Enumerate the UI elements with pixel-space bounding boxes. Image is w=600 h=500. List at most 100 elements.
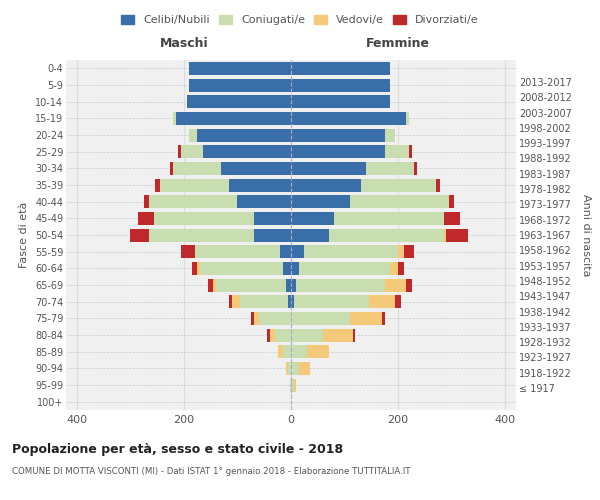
Bar bbox=[385, 145, 409, 158]
Bar bbox=[286, 278, 291, 291]
Bar bbox=[414, 162, 417, 175]
Bar bbox=[259, 312, 291, 325]
Bar bbox=[229, 178, 291, 192]
Bar bbox=[173, 162, 221, 175]
Bar bbox=[350, 195, 449, 208]
Bar bbox=[436, 178, 440, 192]
Bar bbox=[221, 162, 291, 175]
Bar bbox=[203, 145, 291, 158]
Bar bbox=[283, 345, 291, 358]
Bar bbox=[368, 295, 395, 308]
Bar bbox=[366, 162, 414, 175]
Bar bbox=[361, 178, 436, 192]
Bar bbox=[267, 328, 269, 342]
Bar bbox=[291, 345, 307, 358]
Bar bbox=[304, 245, 398, 258]
Bar bbox=[291, 112, 406, 125]
Bar bbox=[291, 228, 329, 241]
Bar bbox=[449, 195, 454, 208]
Bar bbox=[385, 278, 406, 291]
Bar bbox=[229, 295, 232, 308]
Bar bbox=[192, 262, 197, 275]
Bar bbox=[194, 245, 280, 258]
Bar bbox=[173, 112, 176, 125]
Bar bbox=[200, 262, 283, 275]
Bar bbox=[280, 245, 291, 258]
Bar bbox=[179, 145, 181, 158]
Bar bbox=[307, 345, 329, 358]
Bar bbox=[189, 78, 291, 92]
Bar bbox=[291, 195, 350, 208]
Bar bbox=[240, 295, 289, 308]
Bar bbox=[176, 112, 291, 125]
Bar bbox=[334, 212, 443, 225]
Bar bbox=[291, 295, 293, 308]
Bar bbox=[323, 328, 353, 342]
Bar bbox=[382, 312, 385, 325]
Bar bbox=[197, 128, 291, 141]
Bar bbox=[291, 328, 323, 342]
Bar bbox=[289, 362, 291, 375]
Bar bbox=[293, 295, 368, 308]
Bar bbox=[353, 328, 355, 342]
Bar bbox=[254, 212, 291, 225]
Bar bbox=[149, 195, 238, 208]
Bar bbox=[406, 112, 409, 125]
Bar bbox=[291, 245, 304, 258]
Bar bbox=[293, 378, 296, 392]
Bar bbox=[291, 95, 390, 108]
Bar bbox=[189, 62, 291, 75]
Text: Femmine: Femmine bbox=[366, 37, 430, 50]
Bar bbox=[385, 128, 395, 141]
Bar bbox=[197, 262, 200, 275]
Bar bbox=[291, 212, 334, 225]
Bar bbox=[291, 145, 385, 158]
Bar bbox=[291, 62, 390, 75]
Bar bbox=[443, 228, 446, 241]
Bar bbox=[286, 362, 289, 375]
Bar bbox=[275, 328, 291, 342]
Text: Popolazione per età, sesso e stato civile - 2018: Popolazione per età, sesso e stato civil… bbox=[12, 442, 343, 456]
Text: COMUNE DI MOTTA VISCONTI (MI) - Dati ISTAT 1° gennaio 2018 - Elaborazione TUTTIT: COMUNE DI MOTTA VISCONTI (MI) - Dati IST… bbox=[12, 468, 410, 476]
Bar bbox=[253, 312, 259, 325]
Bar bbox=[155, 178, 160, 192]
Bar bbox=[170, 162, 173, 175]
Bar bbox=[187, 95, 291, 108]
Bar bbox=[160, 178, 229, 192]
Bar bbox=[291, 262, 299, 275]
Text: Maschi: Maschi bbox=[160, 37, 208, 50]
Bar bbox=[214, 278, 216, 291]
Bar bbox=[181, 145, 203, 158]
Bar bbox=[409, 145, 412, 158]
Bar bbox=[291, 278, 296, 291]
Bar bbox=[291, 78, 390, 92]
Bar bbox=[216, 278, 286, 291]
Bar bbox=[154, 212, 254, 225]
Bar bbox=[406, 278, 412, 291]
Bar bbox=[299, 262, 390, 275]
Bar bbox=[395, 295, 401, 308]
Bar bbox=[350, 312, 382, 325]
Bar bbox=[443, 212, 460, 225]
Bar bbox=[238, 195, 291, 208]
Bar bbox=[289, 295, 291, 308]
Bar bbox=[291, 178, 361, 192]
Bar bbox=[269, 328, 275, 342]
Bar bbox=[291, 378, 293, 392]
Bar bbox=[446, 228, 468, 241]
Bar bbox=[290, 378, 291, 392]
Bar bbox=[149, 228, 254, 241]
Bar bbox=[404, 245, 414, 258]
Bar bbox=[254, 228, 291, 241]
Bar bbox=[130, 228, 149, 241]
Bar bbox=[251, 312, 254, 325]
Bar bbox=[329, 228, 443, 241]
Legend: Celibi/Nubili, Coniugati/e, Vedovi/e, Divorziati/e: Celibi/Nubili, Coniugati/e, Vedovi/e, Di… bbox=[117, 10, 483, 30]
Bar bbox=[291, 128, 385, 141]
Bar bbox=[291, 312, 350, 325]
Bar bbox=[189, 128, 197, 141]
Bar bbox=[291, 162, 366, 175]
Y-axis label: Fasce di età: Fasce di età bbox=[19, 202, 29, 268]
Bar bbox=[390, 262, 398, 275]
Bar bbox=[296, 278, 385, 291]
